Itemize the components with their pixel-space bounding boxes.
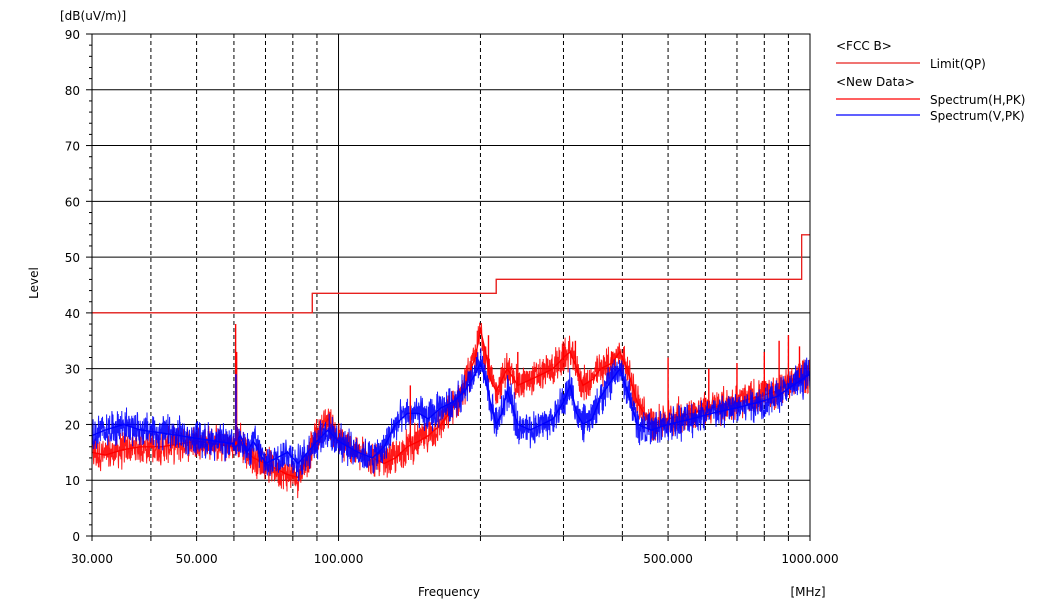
y-unit-label: [dB(uV/m)] <box>60 9 126 23</box>
y-axis-title: Level <box>27 267 41 299</box>
tick-labels: 0 10 20 30 40 50 60 70 80 90 30.000 50.000 100.000 50… <box>65 28 839 566</box>
legend-entry-label: Spectrum(H,PK) <box>930 93 1025 107</box>
series-spectrum-v-pk <box>92 347 810 482</box>
series-limit-qp-overlay <box>92 234 810 314</box>
y-tick-label: 40 <box>65 307 80 321</box>
x-tick-label: 100.000 <box>314 552 364 566</box>
x-tick-label: 1000.000 <box>781 552 838 566</box>
legend-entry-label: Spectrum(V,PK) <box>930 109 1025 123</box>
y-tick-label: 60 <box>65 195 80 209</box>
plot-series <box>92 234 810 499</box>
x-tick-label: 500.000 <box>643 552 693 566</box>
legend-group-header: <New Data> <box>836 75 915 89</box>
x-tick-label: 30.000 <box>71 552 113 566</box>
x-unit-label: [MHz] <box>790 585 825 599</box>
y-tick-label: 0 <box>72 530 80 544</box>
plot-frame <box>91 33 811 537</box>
y-tick-label: 10 <box>65 474 80 488</box>
y-tick-label: 50 <box>65 251 80 265</box>
y-tick-label: 90 <box>65 28 80 42</box>
x-tick-label: 50.000 <box>176 552 218 566</box>
tick-marks <box>86 33 811 541</box>
envelope-spectrum-v-pk <box>92 361 810 465</box>
legend-group-header: <FCC B> <box>836 39 892 53</box>
legend: <FCC B> Limit(QP) <New Data> Spectrum(H,PK)… <box>836 39 1025 123</box>
legend-entry-label: Limit(QP) <box>930 57 986 71</box>
grid <box>92 34 810 536</box>
y-tick-label: 80 <box>65 84 80 98</box>
y-tick-label: 20 <box>65 418 80 432</box>
x-axis-title: Frequency <box>418 585 480 599</box>
y-tick-label: 30 <box>65 363 80 377</box>
series-limit-qp <box>92 234 810 314</box>
y-tick-label: 70 <box>65 140 80 154</box>
